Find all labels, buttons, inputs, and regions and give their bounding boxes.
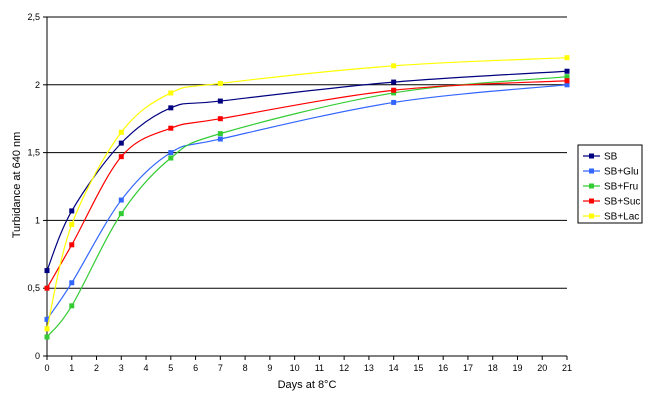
data-point-sb: [118, 140, 124, 146]
data-point-sb-glu: [44, 316, 50, 322]
data-point-sb: [564, 68, 570, 74]
legend-label-sb-glu: SB+Glu: [604, 167, 639, 178]
legend-box: [577, 144, 643, 224]
legend-marker-sb-suc: [589, 198, 594, 204]
x-tick-label: 18: [488, 363, 498, 373]
series-line-sb-fru: [46, 76, 568, 338]
x-tick-label: 21: [562, 363, 572, 373]
data-point-sb-fru: [217, 131, 223, 137]
data-point-sb-fru: [564, 74, 570, 80]
y-tick-label: 0: [35, 351, 40, 361]
series-line-sb: [46, 70, 568, 271]
series-line-sb-glu: [46, 84, 568, 320]
data-point-sb-lac: [118, 129, 124, 135]
axes: 00,511,522,50 1 2 3 4 5 6 7 8 9 10 11 12 13 14 15 16 17 18…: [27, 12, 572, 373]
data-point-sb-suc: [168, 125, 174, 131]
data-point-sb-fru: [44, 334, 50, 340]
series-line-sb-suc: [46, 80, 568, 289]
data-point-sb-suc: [391, 87, 397, 93]
data-point-sb-suc: [564, 78, 570, 84]
data-point-sb-lac: [168, 90, 174, 96]
x-tick-label: 7: [218, 363, 223, 373]
legend: SB SB+Glu SB+Fru SB+Suc SB+Lac: [577, 144, 643, 224]
x-tick-label: 16: [438, 363, 448, 373]
x-tick-label: 2: [94, 363, 99, 373]
x-tick-label: 11: [315, 363, 324, 373]
data-point-sb-fru: [69, 303, 75, 309]
data-point-sb-suc: [44, 285, 50, 291]
y-tick-label: 1: [35, 215, 40, 225]
legend-label-sb-fru: SB+Fru: [604, 182, 638, 193]
x-tick-label: 5: [168, 363, 173, 373]
data-point-sb-glu: [118, 197, 124, 203]
legend-marker-sb-fru: [589, 183, 594, 189]
legend-label-sb-lac: SB+Lac: [604, 212, 639, 223]
data-point-sb-suc: [118, 154, 124, 160]
data-point-sb-fru: [118, 211, 124, 217]
data-point-sb-lac: [391, 63, 397, 69]
x-tick-label: 15: [413, 363, 423, 373]
x-tick-label: 10: [290, 363, 300, 373]
data-point-sb-glu: [391, 99, 397, 105]
data-point-sb: [44, 268, 50, 274]
data-point-sb-lac: [44, 326, 50, 332]
legend-label-sb-suc: SB+Suc: [604, 197, 640, 208]
x-tick-label: 8: [243, 363, 248, 373]
legend-marker-sb-glu: [589, 168, 594, 174]
y-tick-label: 0,5: [27, 283, 40, 293]
legend-marker-sb-lac: [589, 213, 594, 219]
y-tick-label: 2: [35, 80, 40, 90]
data-point-sb: [391, 79, 397, 85]
series-group: [44, 55, 570, 340]
data-point-sb: [69, 208, 75, 214]
x-tick-label: 14: [389, 363, 399, 373]
x-axis-title: Days at 8°C: [278, 379, 337, 391]
x-tick-label: 19: [512, 363, 522, 373]
data-point-sb: [217, 98, 223, 104]
data-point-sb-glu: [217, 136, 223, 142]
y-tick-label: 2,5: [27, 12, 40, 22]
x-tick-label: 0: [44, 363, 49, 373]
data-point-sb-glu: [69, 280, 75, 286]
x-tick-label: 6: [193, 363, 198, 373]
legend-marker-sb: [589, 153, 594, 159]
data-point-sb-suc: [69, 242, 75, 248]
data-point-sb-fru: [391, 90, 397, 96]
x-tick-label: 20: [537, 363, 547, 373]
data-point-sb-lac: [564, 55, 570, 61]
x-tick-label: 12: [339, 363, 349, 373]
x-tick-label: 1: [69, 363, 74, 373]
y-axis-title: Turbidance at 640 nm: [11, 132, 23, 239]
x-tick-label: 17: [463, 363, 473, 373]
legend-label-sb: SB: [604, 152, 618, 163]
data-point-sb: [168, 105, 174, 111]
data-point-sb-fru: [168, 155, 174, 161]
data-point-sb-glu: [168, 150, 174, 156]
data-point-sb-suc: [217, 116, 223, 122]
x-tick-label: 3: [119, 363, 124, 373]
data-point-sb-lac: [69, 221, 75, 227]
x-tick-label: 13: [364, 363, 374, 373]
x-tick-label: 4: [144, 363, 149, 373]
data-point-sb-glu: [564, 82, 570, 88]
y-tick-label: 1,5: [27, 148, 40, 158]
data-point-sb-lac: [217, 80, 223, 86]
x-tick-label: 9: [267, 363, 272, 373]
